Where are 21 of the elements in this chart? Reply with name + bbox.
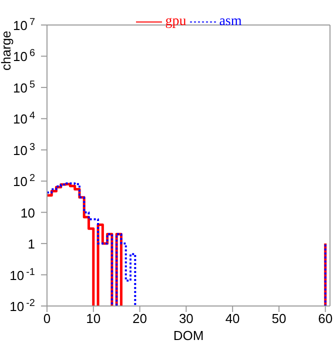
y-tick-label: 10$^{2}$	[12, 172, 36, 190]
y-tick-label: 10$^{6}$	[12, 48, 36, 64]
y-tick-label: 1	[28, 236, 35, 252]
x-tick-label: 30	[178, 311, 194, 326]
x-tick-label: 60	[318, 311, 333, 326]
y-tick-label: 10$^{-1}$	[10, 266, 36, 283]
y-tick-label: 10$^{4}$	[12, 110, 36, 127]
legend-label: gpu	[164, 14, 186, 30]
x-tick-label: 40	[225, 311, 240, 326]
y-tick-label: 10$^{-2}$	[10, 298, 36, 314]
y-axis-title: charge	[0, 30, 14, 70]
legend-label: asm	[218, 14, 242, 30]
x-tick-label: 10	[86, 311, 101, 326]
y-tick-label: 10$^{7}$	[12, 16, 36, 33]
y-tick-label: 10$^{5}$	[12, 78, 36, 96]
x-tick-label: 0	[43, 311, 51, 326]
x-tick-label: 50	[272, 311, 286, 326]
x-tick-label: 20	[132, 311, 148, 326]
y-tick-label: 10$^{3}$	[12, 141, 36, 158]
x-axis-title: DOM	[173, 328, 204, 342]
y-tick-label: 10	[20, 205, 35, 220]
